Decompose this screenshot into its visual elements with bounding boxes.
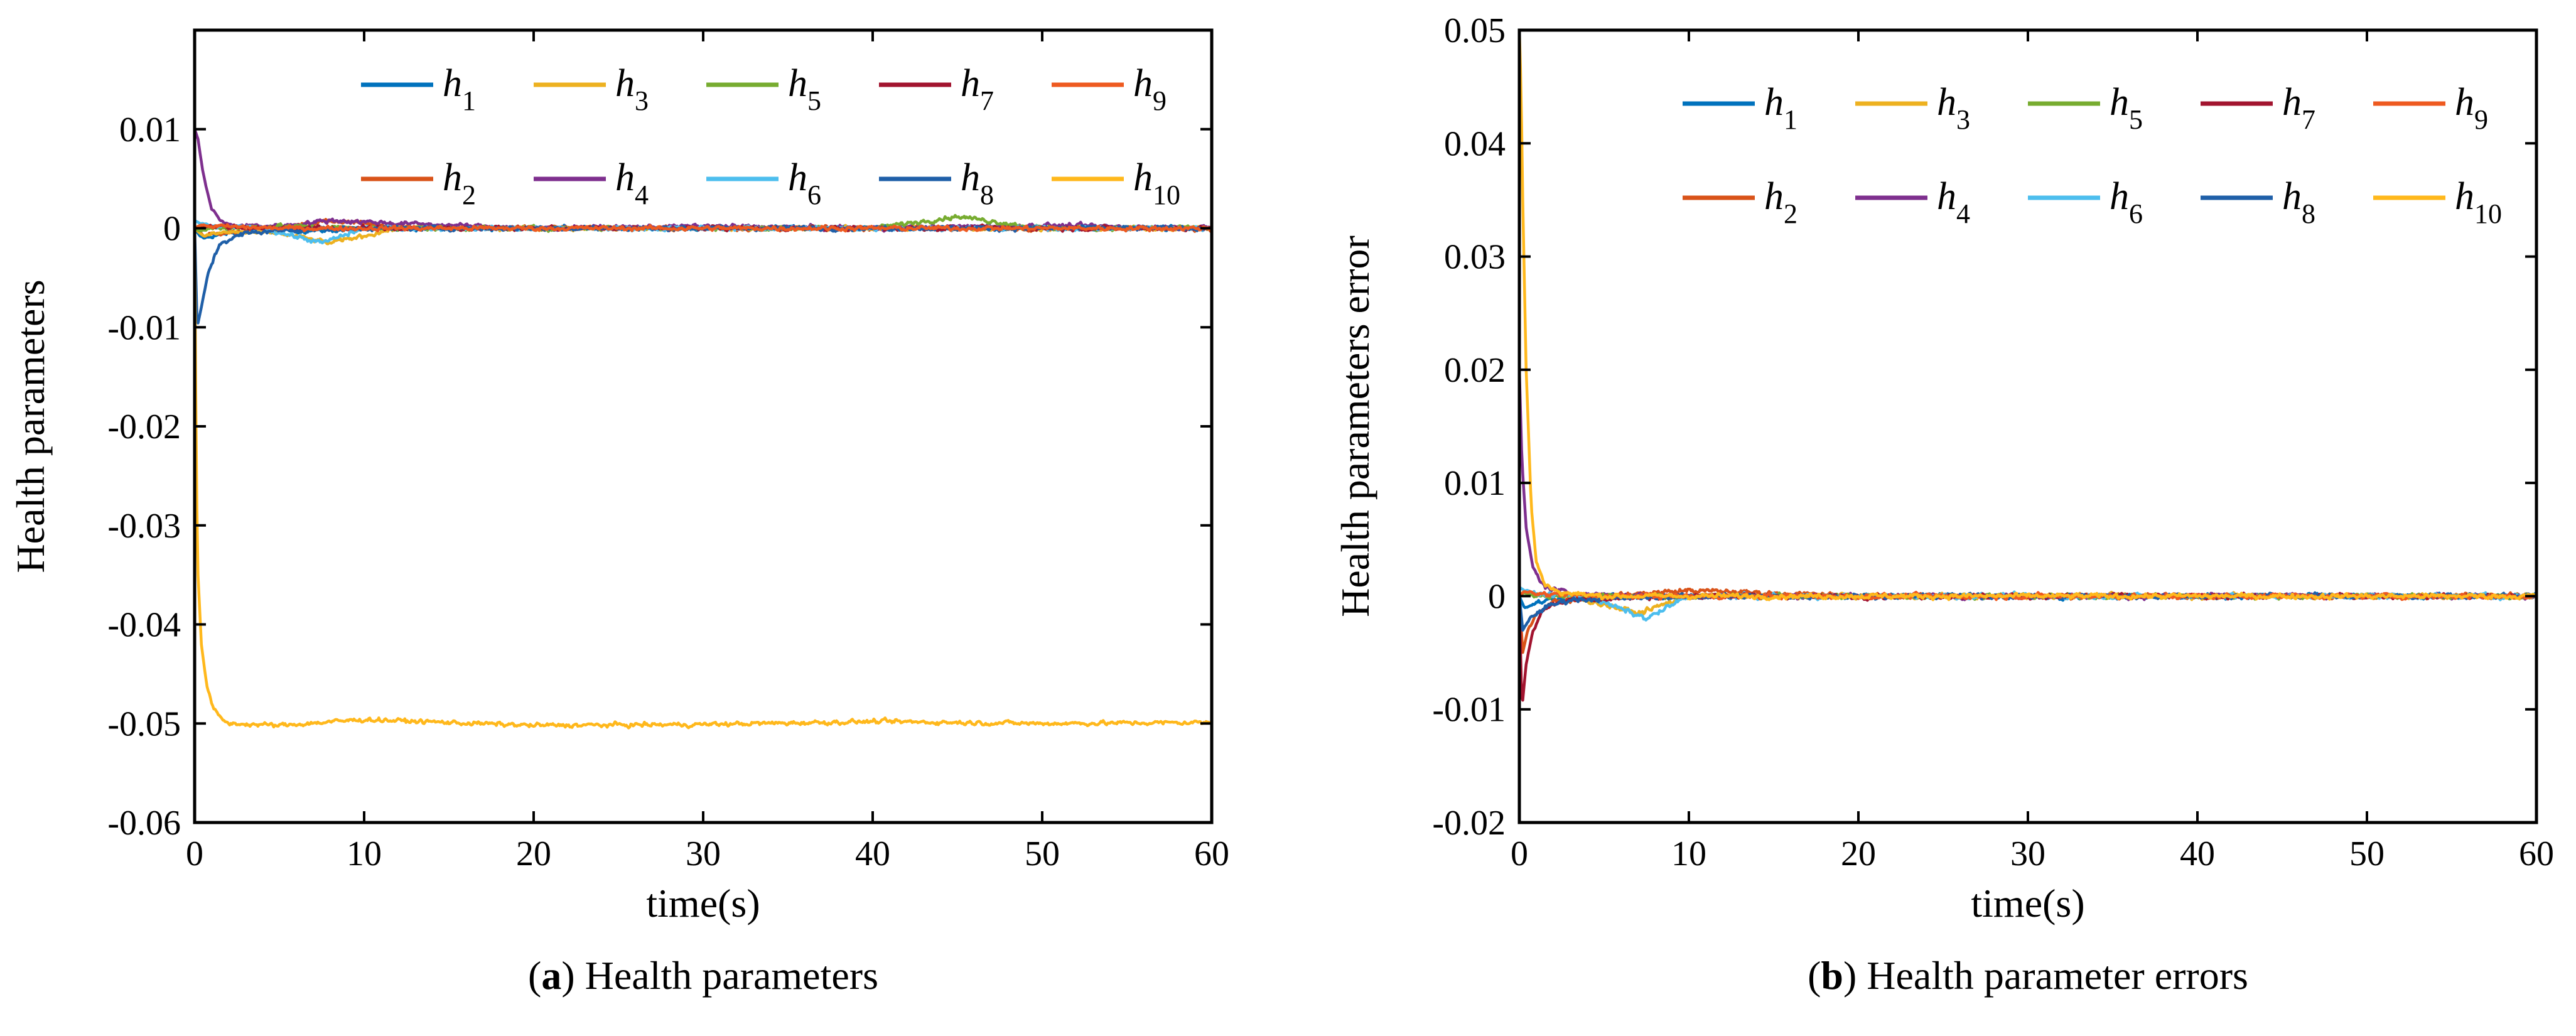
legend-label: h8 <box>2282 175 2315 229</box>
series-line-h10 <box>1519 30 2536 602</box>
legend-label: h2 <box>443 156 476 210</box>
plot-frame <box>1517 28 2538 824</box>
legend-item-h4: h4 <box>534 156 649 210</box>
x-tick-label: 60 <box>2519 834 2554 873</box>
legend-item-h9: h9 <box>2373 81 2488 135</box>
legend-label: h5 <box>2110 81 2143 135</box>
legend-label: h4 <box>615 156 649 210</box>
y-tick-label: 0.01 <box>1444 464 1506 503</box>
legend-item-h10: h10 <box>2373 175 2502 229</box>
legend-item-h5: h5 <box>706 62 821 116</box>
legend-item-h5: h5 <box>2028 81 2143 135</box>
legend-label: h7 <box>961 62 994 116</box>
legend-label: h8 <box>961 156 994 210</box>
y-tick-label: 0.01 <box>119 111 181 149</box>
x-axis-title: time(s) <box>646 881 760 925</box>
y-tick-label: 0 <box>1488 577 1506 616</box>
panel-caption: (a) Health parameters <box>528 953 878 998</box>
legend-item-h2: h2 <box>361 156 476 210</box>
series-group <box>195 128 1212 730</box>
x-tick-label: 10 <box>347 834 382 873</box>
legend-item-h1: h1 <box>361 62 476 116</box>
legend-item-h8: h8 <box>879 156 994 210</box>
legend-label: h10 <box>2455 175 2502 229</box>
legend-item-h8: h8 <box>2201 175 2315 229</box>
x-tick-label: 50 <box>1025 834 1060 873</box>
series-group <box>1519 30 2536 702</box>
x-tick-label: 40 <box>855 834 890 873</box>
legend-item-h3: h3 <box>1855 81 1970 135</box>
legend: h1 h2 h3 h4 h5 h6 h7 h8 h9 h10 <box>1683 81 2502 229</box>
legend-item-h7: h7 <box>2201 81 2315 135</box>
series-line-h10 <box>195 228 1212 730</box>
y-tick-label: -0.06 <box>107 804 181 843</box>
y-tick-label: 0.04 <box>1444 124 1506 163</box>
legend-label: h10 <box>1133 156 1180 210</box>
y-tick-label: -0.01 <box>107 308 181 347</box>
legend: h1 h2 h3 h4 h5 h6 h7 h8 h9 h10 <box>361 62 1180 210</box>
y-tick-label: 0 <box>163 210 181 249</box>
series-line-h7 <box>1519 591 2536 702</box>
legend-item-h10: h10 <box>1052 156 1180 210</box>
legend-label: h1 <box>443 62 476 116</box>
legend-item-h9: h9 <box>1052 62 1167 116</box>
chart-panel-a: 0 10 20 30 40 50 60 -0.06 -0.05 -0.04 -0.03 -0.02 -0… <box>8 28 1229 998</box>
legend-label: h9 <box>2455 81 2488 135</box>
series-line-h9 <box>195 223 1212 233</box>
y-axis-title: Health parameters error <box>1333 235 1377 617</box>
y-tick-label: -0.03 <box>107 507 181 546</box>
x-tick-label: 0 <box>186 834 203 873</box>
y-tick-label: -0.05 <box>107 704 181 743</box>
y-tick-label: 0.03 <box>1444 238 1506 277</box>
legend-item-h2: h2 <box>1683 175 1797 229</box>
series-line-h8 <box>195 224 1212 325</box>
legend-item-h4: h4 <box>1855 175 1970 229</box>
y-tick-label: 0.02 <box>1444 351 1506 390</box>
x-axis-title: time(s) <box>1971 881 2084 925</box>
x-tick-label: 0 <box>1511 834 1528 873</box>
x-tick-label: 10 <box>1671 834 1706 873</box>
legend-label: h2 <box>1764 175 1797 229</box>
y-tick-label: 0.05 <box>1444 11 1506 50</box>
plot-frame <box>193 28 1214 824</box>
x-tick-label: 50 <box>2349 834 2385 873</box>
legend-label: h3 <box>1937 81 1970 135</box>
legend-item-h6: h6 <box>2028 175 2143 229</box>
legend-item-h1: h1 <box>1683 81 1797 135</box>
legend-item-h3: h3 <box>534 62 649 116</box>
panel-caption: (b) Health parameter errors <box>1808 953 2248 998</box>
series-line-h4 <box>1519 369 2536 602</box>
x-tick-label: 40 <box>2180 834 2215 873</box>
legend-label: h7 <box>2282 81 2315 135</box>
legend-label: h6 <box>788 156 821 210</box>
x-tick-label: 20 <box>516 834 551 873</box>
legend-label: h6 <box>2110 175 2143 229</box>
chart-panel-b: 0 10 20 30 40 50 60 -0.02 -0.01 0 0.01 0.02 0.03 0.04… <box>1333 11 2554 998</box>
legend-item-h7: h7 <box>879 62 994 116</box>
x-tick-label: 60 <box>1194 834 1229 873</box>
legend-label: h4 <box>1937 175 1970 229</box>
legend-item-h6: h6 <box>706 156 821 210</box>
x-tick-label: 20 <box>1841 834 1876 873</box>
legend-label: h5 <box>788 62 821 116</box>
x-tick-label: 30 <box>686 834 721 873</box>
y-tick-label: -0.02 <box>1432 804 1506 843</box>
y-tick-label: -0.02 <box>107 407 181 446</box>
legend-label: h3 <box>615 62 649 116</box>
x-tick-label: 30 <box>2010 834 2045 873</box>
legend-label: h1 <box>1764 81 1797 135</box>
y-tick-label: -0.01 <box>1432 691 1506 730</box>
y-axis-title: Health parameters <box>8 279 53 573</box>
legend-label: h9 <box>1133 62 1167 116</box>
y-tick-label: -0.04 <box>107 606 181 645</box>
